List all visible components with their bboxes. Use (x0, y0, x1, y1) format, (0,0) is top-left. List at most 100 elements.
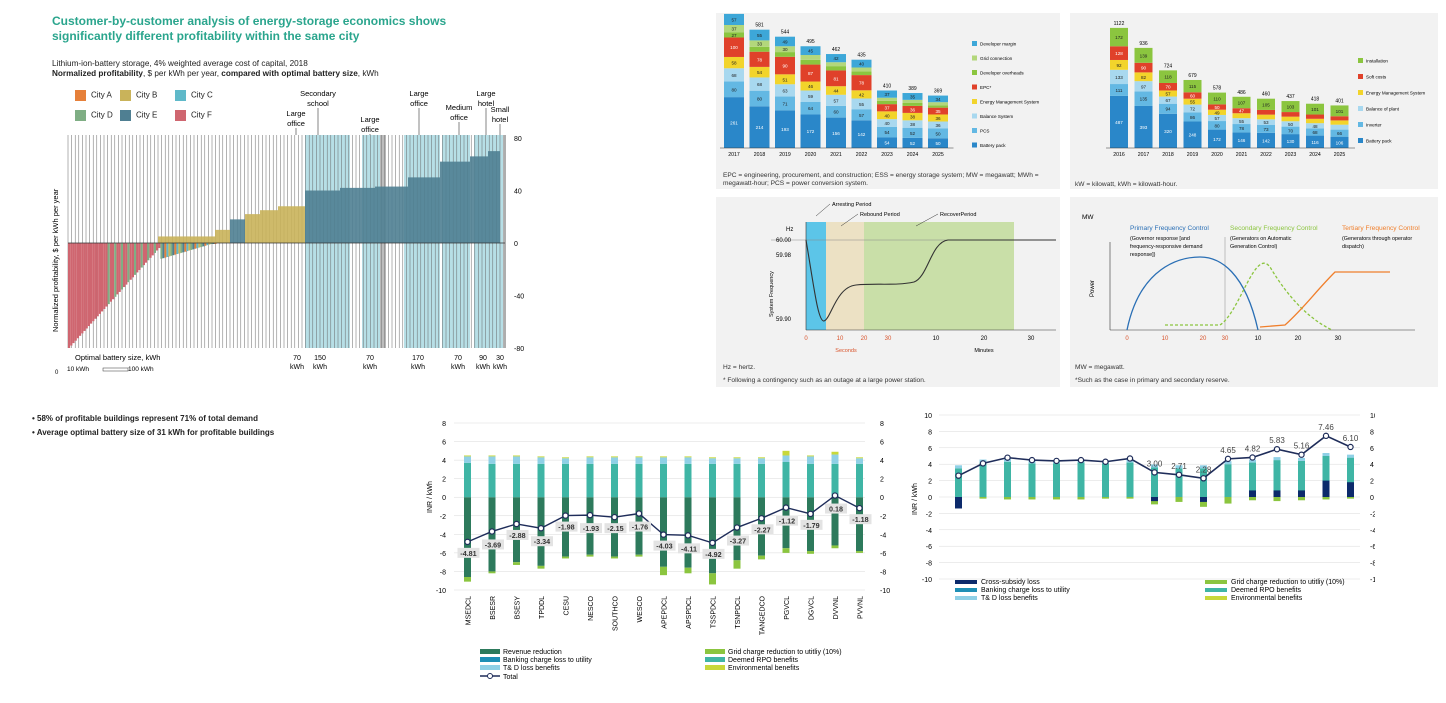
deemed-rpo-bar (488, 463, 496, 498)
cost-bar-segment (800, 81, 821, 91)
building-label-line: office (410, 99, 428, 108)
total-label-bg (629, 521, 651, 532)
frequency-footnote-1: Hz = hertz. (723, 364, 756, 371)
frequency-panel: Hz 60.00 59.98 59.90 System Frequency 0 10 20 30… (716, 197, 1060, 387)
total-label: -4.92 (705, 550, 721, 559)
total-point (1322, 432, 1330, 440)
legend-label: City F (191, 110, 212, 120)
building-label-line: hotel (492, 115, 509, 124)
profit-bar (118, 243, 121, 292)
cost-bar-segment (1208, 129, 1226, 148)
profit-bar (76, 243, 79, 339)
cost-bar-segment (1281, 134, 1300, 148)
y-tick-left: 8 (928, 429, 932, 436)
cost-bar-segment (928, 102, 948, 106)
x-tick-seconds: 30 (885, 336, 892, 342)
cost-bar-segment (1232, 132, 1251, 148)
legend-label: Energy Management System (980, 100, 1039, 105)
profit-bar (140, 243, 143, 268)
total-label: -1.12 (779, 517, 795, 526)
y-axis-label: INR / kWh (912, 483, 919, 515)
environmental-bar (807, 455, 814, 457)
grid-charge-bar (537, 565, 545, 569)
subtitle-line1: Lithium-ion-battery storage, 4% weighted… (52, 59, 308, 68)
y-tick-left: -6 (440, 551, 446, 558)
profit-bar (96, 243, 99, 317)
cost-bar-segment (1183, 121, 1202, 148)
segment-value: 30 (782, 47, 788, 52)
y-tick-left: -6 (926, 544, 932, 551)
total-point (611, 513, 618, 521)
total-point (955, 472, 962, 479)
x-tick-label: 2019 (1187, 152, 1199, 158)
cost-bar-segment (877, 100, 897, 105)
legend-label: Grid connection (980, 56, 1013, 61)
grid-charge-bar (611, 556, 618, 559)
cost-bar-segment (1110, 46, 1128, 60)
x-tick-label: BSESY (515, 596, 522, 620)
segment-value: 67 (1165, 98, 1171, 103)
segment-value: 58 (731, 61, 737, 66)
building-label: Medium office (446, 103, 473, 122)
cost-bar-segment (749, 66, 770, 78)
finding-2: • Average optimal battery size of 31 kWh… (32, 428, 275, 437)
profit-bar (131, 243, 134, 278)
profit-bar (87, 243, 90, 327)
segment-value: 128 (1115, 51, 1123, 56)
x-tick-label: DVVNL (833, 596, 840, 619)
battery-size-value: 70 (293, 355, 301, 362)
legend-item-city: City F (175, 110, 212, 121)
segment-value: 47 (1239, 109, 1245, 114)
segment-value: 55 (859, 102, 865, 107)
legend-swatch (75, 110, 86, 121)
cost-bar-segment (1306, 123, 1324, 129)
total-point (856, 504, 863, 512)
cost-bar-segment (1110, 84, 1128, 96)
cost-bar-segment (1110, 59, 1128, 70)
cost-bar-segment (1281, 126, 1300, 135)
cost-bar-segment (928, 138, 948, 148)
grid-charge-bar (684, 567, 692, 574)
profit-bar (196, 243, 199, 249)
legend-label: City C (191, 90, 213, 100)
x-tick-minutes: 30 (1028, 336, 1035, 342)
cost-bar-segment (1306, 118, 1324, 124)
cost-bar-segment (1183, 79, 1202, 93)
total-label: -4.11 (681, 544, 697, 553)
grid-charge-bar (1126, 497, 1134, 499)
building-label-line: Large (409, 89, 428, 98)
cost-bar-segment (1306, 135, 1324, 148)
cost-bar-segment (1134, 47, 1153, 63)
cost-bar-segment (1134, 62, 1153, 73)
x-label-minutes: Minutes (974, 348, 994, 354)
legend-total-marker (487, 673, 493, 679)
bar-total: 544 (781, 30, 790, 36)
legend-label: Inverter (1366, 123, 1382, 128)
period-label: Rebound Period (860, 212, 900, 218)
x-tick-label: 2020 (805, 152, 817, 158)
profit-bar (68, 243, 71, 348)
cross-subsidy-bar (1200, 497, 1207, 502)
legend-label: Energy Management System (1366, 91, 1425, 96)
cost-bar-segment (724, 68, 744, 82)
bar-total: 486 (1237, 90, 1246, 96)
finding-1: • 58% of profitable buildings represent … (32, 414, 258, 423)
y-tick-right: -4 (1370, 528, 1375, 535)
segment-value: 36 (910, 107, 916, 112)
deemed-rpo-bar (733, 463, 741, 498)
x-tick-minutes: 10 (933, 336, 940, 342)
cost-bar-segment (749, 29, 770, 41)
total-point (1077, 456, 1085, 464)
cost-bar-segment (749, 51, 770, 67)
total-label: -4.03 (656, 542, 672, 551)
segment-value: 35 (910, 94, 916, 99)
total-point (807, 510, 814, 518)
profit-bar (278, 206, 290, 243)
y-tick-left: -2 (440, 514, 446, 521)
x-tick-label: PGVCL (784, 596, 791, 620)
segment-value: 130 (1287, 139, 1295, 144)
total-point (1028, 456, 1036, 464)
total-point (1053, 457, 1060, 465)
y-tick-label: -80 (514, 346, 524, 353)
total-point (1249, 454, 1256, 461)
